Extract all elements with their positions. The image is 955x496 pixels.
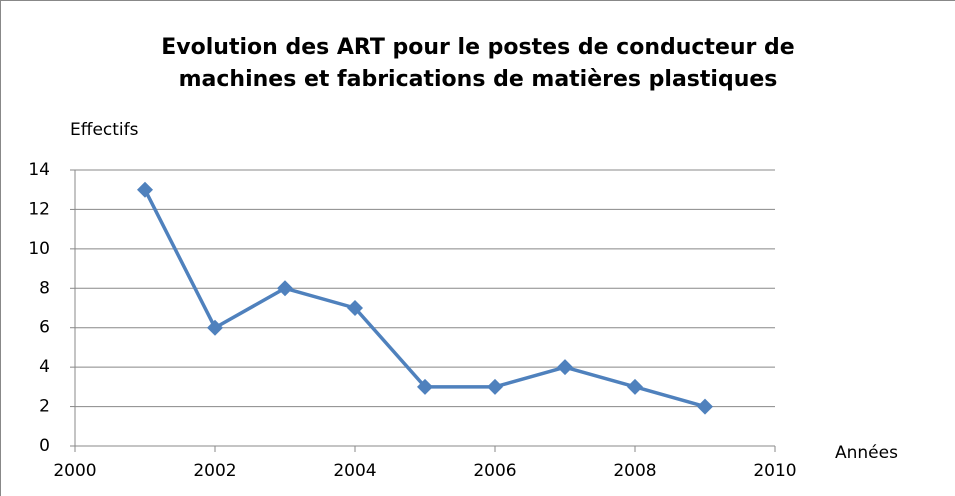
marker bbox=[417, 378, 433, 395]
line bbox=[143, 188, 706, 409]
x-tick-label: 2002 bbox=[193, 461, 236, 481]
y-axis-label: Effectifs bbox=[70, 120, 139, 140]
chart-title: Evolution des ART pour le postes de cond… bbox=[161, 35, 795, 92]
x-tick-label: 2000 bbox=[53, 461, 96, 481]
marker bbox=[697, 398, 713, 415]
y-tick-label: 12 bbox=[28, 199, 50, 219]
marker bbox=[347, 300, 363, 316]
x-tick-label: 2008 bbox=[613, 461, 656, 481]
marker bbox=[557, 359, 573, 376]
y-tick-label: 8 bbox=[39, 278, 50, 298]
y-tick-label: 10 bbox=[28, 239, 50, 259]
x-tick-label: 2004 bbox=[333, 461, 376, 481]
y-tick-label: 0 bbox=[39, 436, 50, 456]
y-tick-label: 6 bbox=[39, 318, 50, 338]
marker bbox=[207, 319, 223, 336]
marker bbox=[627, 378, 643, 395]
x-tick-label: 2006 bbox=[473, 461, 516, 481]
y-tick-label: 14 bbox=[28, 160, 50, 180]
marker bbox=[277, 280, 293, 297]
x-tick-label: 2010 bbox=[753, 461, 796, 481]
marker bbox=[487, 378, 503, 395]
marker bbox=[137, 181, 153, 198]
x-axis-label: Années bbox=[835, 443, 898, 463]
y-tick-label: 2 bbox=[39, 397, 50, 417]
y-tick-label: 4 bbox=[39, 357, 50, 377]
